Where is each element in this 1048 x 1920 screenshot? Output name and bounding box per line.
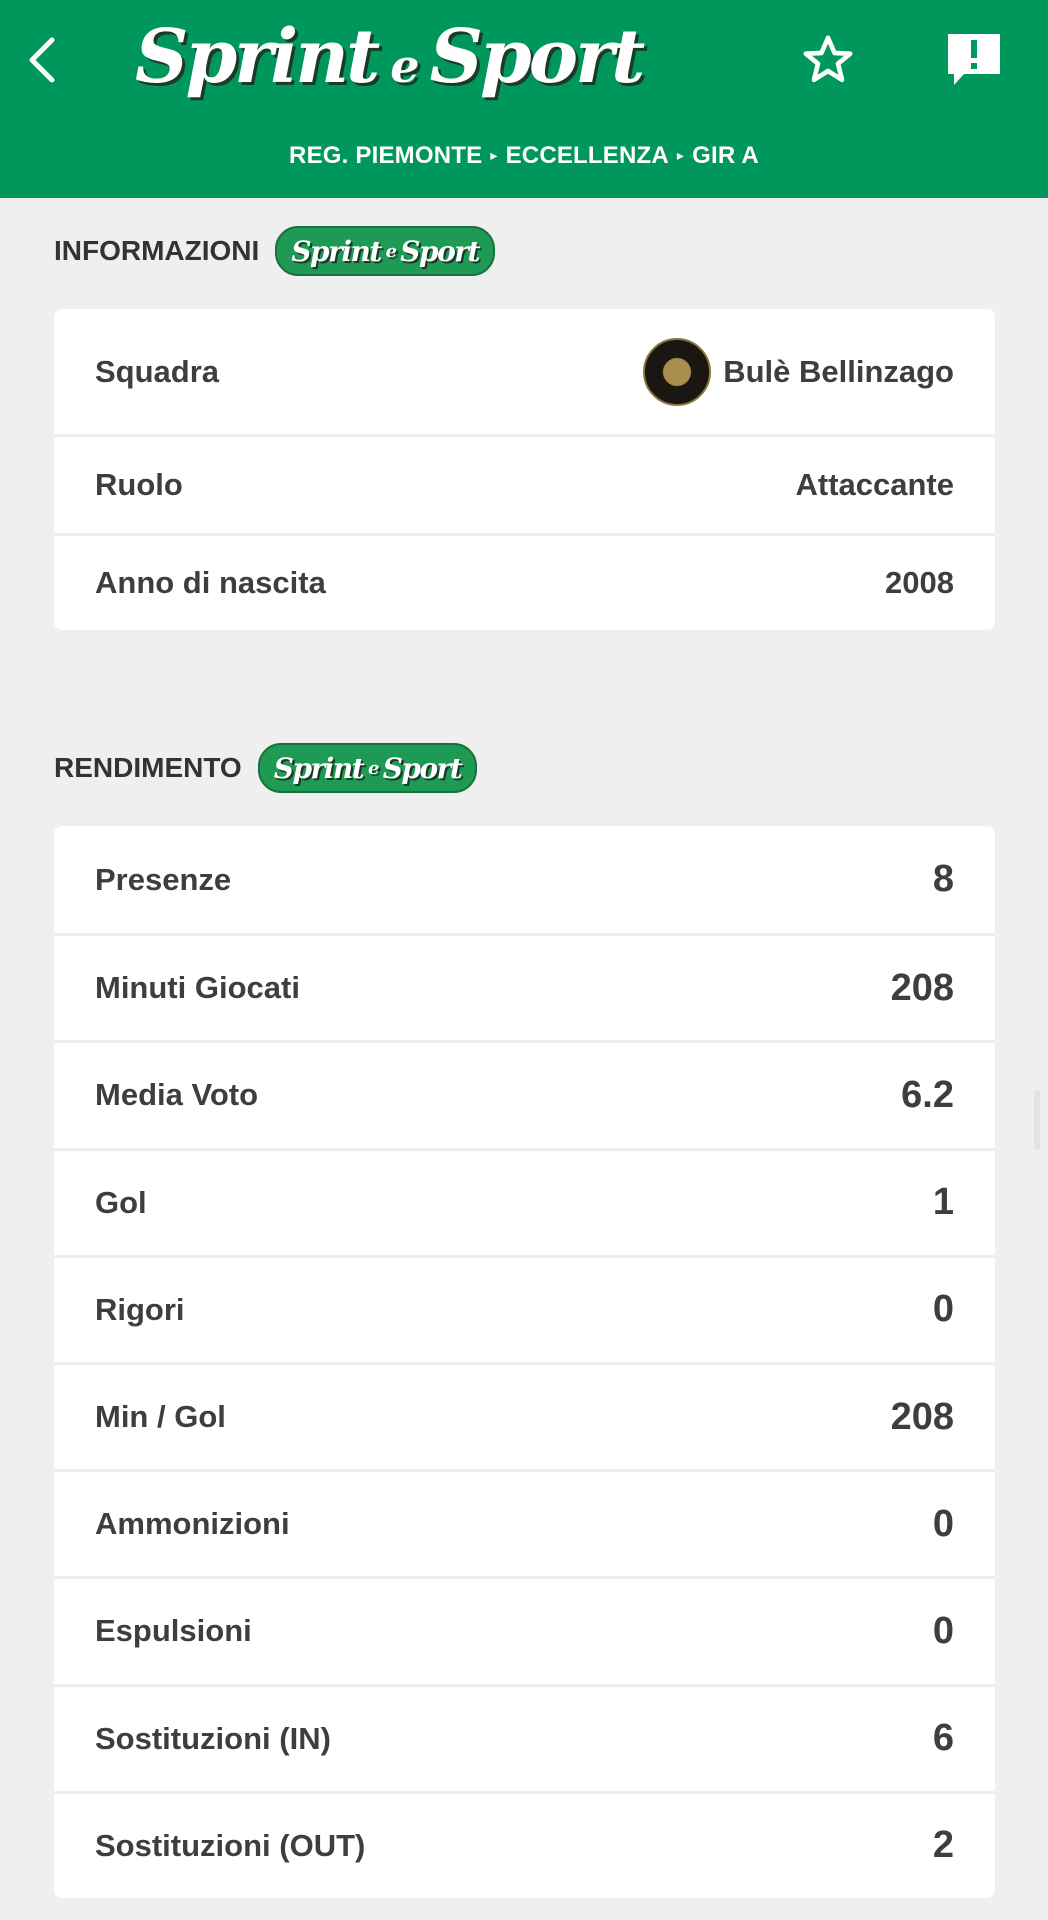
section-title: RENDIMENTO xyxy=(54,752,242,783)
stat-value: 0 xyxy=(932,1288,954,1331)
back-arrow-icon xyxy=(29,37,55,83)
stat-row: Minuti Giocati 208 xyxy=(54,933,995,1040)
breadcrumb-item[interactable]: ECCELLENZA xyxy=(505,142,669,169)
informazioni-heading: INFORMAZIONI Sprint e Sport xyxy=(54,226,495,276)
info-row-ruolo: Ruolo Attaccante xyxy=(54,434,995,533)
stat-label: Media Voto xyxy=(95,1077,259,1113)
stat-label: Sostituzioni (OUT) xyxy=(95,1827,366,1863)
row-value: Attaccante xyxy=(795,467,955,502)
sprintesport-badge: Sprint e Sport xyxy=(275,226,495,276)
row-value: 2008 xyxy=(885,565,954,600)
stat-row: Media Voto 6.2 xyxy=(54,1040,995,1147)
row-label: Anno di nascita xyxy=(95,565,326,600)
app-header: Sprint e Sport REG. PIEMONTE ▸ ECCELLENZA ▸… xyxy=(0,0,1048,198)
info-row-anno: Anno di nascita 2008 xyxy=(54,533,995,630)
stat-label: Espulsioni xyxy=(95,1613,252,1649)
stat-label: Sostituzioni (IN) xyxy=(95,1720,331,1756)
stat-value: 8 xyxy=(932,858,954,901)
stat-value: 2 xyxy=(932,1824,954,1867)
scrollbar[interactable] xyxy=(1034,1090,1040,1150)
stat-value: 1 xyxy=(932,1181,954,1224)
stat-value: 0 xyxy=(932,1502,954,1545)
stat-label: Rigori xyxy=(95,1291,185,1327)
info-card: Squadra Bulè Bellinzago Ruolo Attaccante… xyxy=(54,309,995,630)
breadcrumb-separator: ▸ xyxy=(490,147,498,163)
stat-value: 208 xyxy=(890,1395,954,1438)
star-icon xyxy=(803,35,853,83)
info-row-squadra[interactable]: Squadra Bulè Bellinzago xyxy=(54,309,995,434)
stat-row: Min / Gol 208 xyxy=(54,1361,995,1469)
row-value: Bulè Bellinzago xyxy=(723,353,954,389)
sprintesport-badge: Sprint e Sport xyxy=(257,743,478,793)
breadcrumb-item[interactable]: GIR A xyxy=(692,142,759,169)
stat-row: Espulsioni 0 xyxy=(54,1576,995,1683)
team-crest-icon xyxy=(643,337,712,406)
section-title: INFORMAZIONI xyxy=(54,235,260,266)
stat-row: Sostituzioni (IN) 6 xyxy=(54,1683,995,1791)
stats-card: Presenze 8 Minuti Giocati 208 Media Voto 6.2 G… xyxy=(54,826,995,1898)
stat-label: Presenze xyxy=(95,861,232,897)
back-button[interactable] xyxy=(20,30,70,90)
stat-row: Presenze 8 xyxy=(54,826,995,933)
sprintesport-logo: Sprint e Sport xyxy=(135,14,645,100)
favorite-button[interactable] xyxy=(800,32,856,88)
breadcrumb-item[interactable]: REG. PIEMONTE xyxy=(289,142,483,169)
breadcrumb: REG. PIEMONTE ▸ ECCELLENZA ▸ GIR A xyxy=(0,142,1048,170)
rendimento-heading: RENDIMENTO Sprint e Sport xyxy=(54,743,478,793)
row-label: Ruolo xyxy=(95,467,183,502)
stat-label: Gol xyxy=(95,1184,147,1220)
stat-value: 6 xyxy=(932,1717,954,1760)
stat-row: Gol 1 xyxy=(54,1147,995,1255)
stat-row: Sostituzioni (OUT) 2 xyxy=(54,1790,995,1898)
report-button[interactable] xyxy=(944,30,1004,90)
stat-label: Minuti Giocati xyxy=(95,970,300,1006)
stat-row: Ammonizioni 0 xyxy=(54,1469,995,1576)
report-icon xyxy=(948,34,1000,85)
stat-label: Ammonizioni xyxy=(95,1506,290,1542)
stat-value: 6.2 xyxy=(901,1073,954,1116)
stat-value: 0 xyxy=(932,1609,954,1652)
stat-value: 208 xyxy=(890,966,954,1009)
row-label: Squadra xyxy=(95,353,220,389)
stat-label: Min / Gol xyxy=(95,1399,226,1435)
stat-row: Rigori 0 xyxy=(54,1254,995,1362)
breadcrumb-separator: ▸ xyxy=(676,147,685,163)
